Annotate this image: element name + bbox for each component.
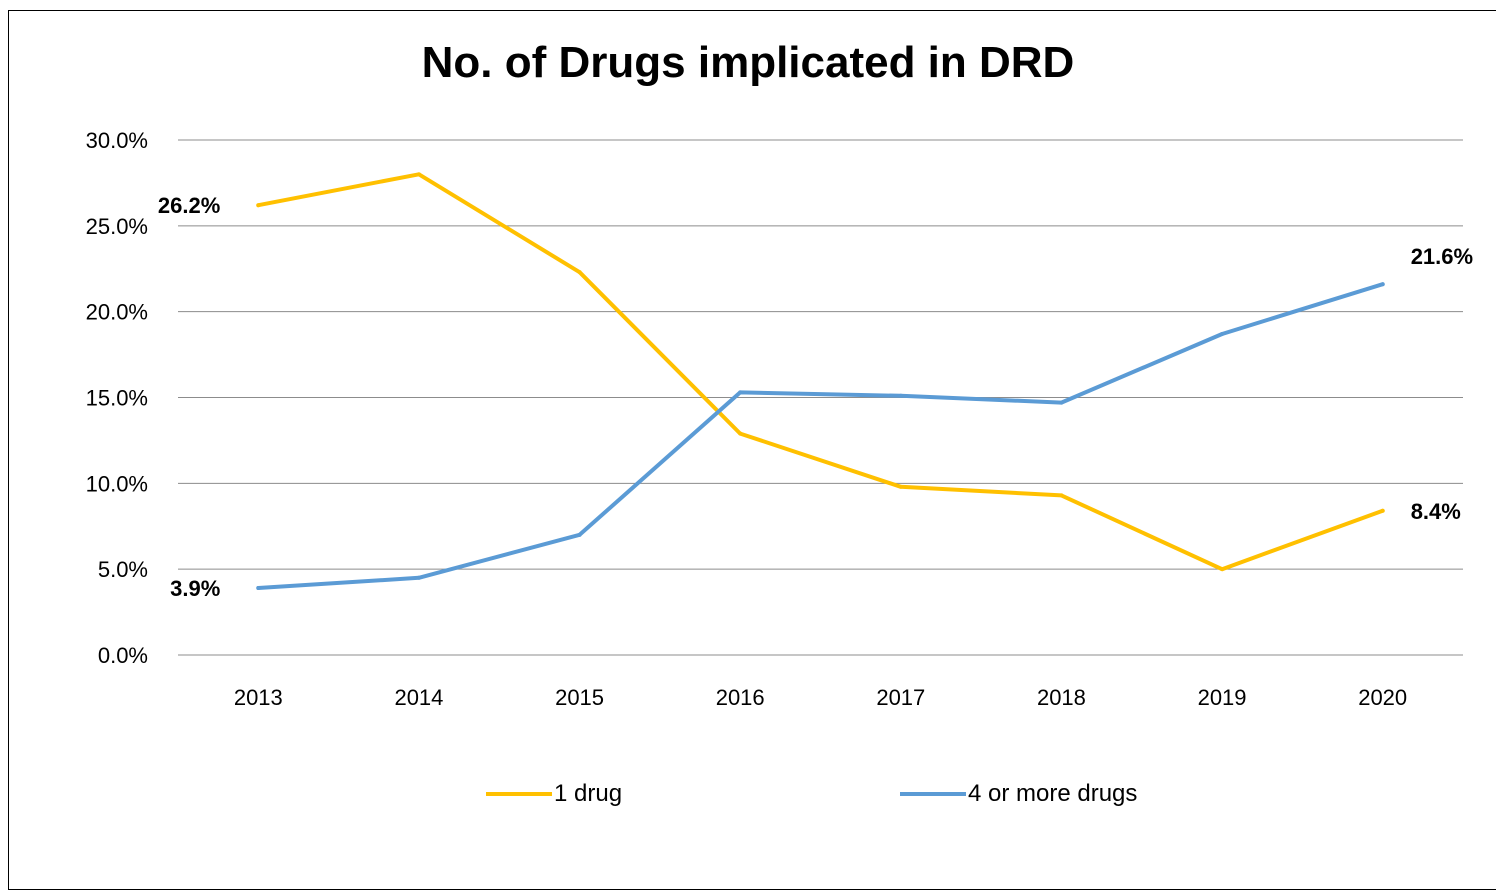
legend-label-1-drug: 1 drug	[554, 780, 623, 807]
data-point	[898, 393, 903, 398]
x-tick-label: 2020	[1358, 685, 1407, 710]
data-label: 8.4%	[1411, 499, 1461, 524]
data-point	[256, 203, 261, 208]
y-tick-label: 5.0%	[98, 557, 148, 582]
data-point	[577, 270, 582, 275]
data-point	[416, 172, 421, 177]
data-point	[1220, 331, 1225, 336]
x-tick-label: 2015	[555, 685, 604, 710]
legend-swatch-4-or-more-drugs	[900, 792, 966, 796]
x-tick-label: 2017	[876, 685, 925, 710]
data-point	[1380, 282, 1385, 287]
legend: 1 drug 4 or more drugs	[0, 780, 1496, 810]
y-tick-label: 20.0%	[86, 300, 148, 325]
data-point	[416, 575, 421, 580]
data-label: 3.9%	[170, 576, 220, 601]
y-tick-label: 30.0%	[86, 128, 148, 153]
data-point	[256, 586, 261, 591]
data-point	[1059, 493, 1064, 498]
series-line-4-or-more-drugs	[256, 282, 1385, 590]
y-tick-label: 10.0%	[86, 471, 148, 496]
x-tick-label: 2013	[234, 685, 283, 710]
legend-label-4-or-more-drugs: 4 or more drugs	[968, 780, 1138, 807]
data-point	[577, 532, 582, 537]
legend-swatch-1-drug	[486, 792, 552, 796]
data-point	[1059, 400, 1064, 405]
chart-title: No. of Drugs implicated in DRD	[421, 38, 1075, 87]
x-tick-label: 2014	[394, 685, 443, 710]
legend-item-1-drug: 1 drug	[486, 780, 622, 808]
chart-frame	[8, 10, 1496, 890]
x-tick-label: 2016	[716, 685, 765, 710]
x-tick-label: 2019	[1198, 685, 1247, 710]
series-line-1-drug	[256, 172, 1385, 572]
data-point	[738, 390, 743, 395]
legend-item-4-or-more-drugs: 4 or more drugs	[900, 780, 1137, 808]
y-tick-label: 25.0%	[86, 214, 148, 239]
y-tick-label: 15.0%	[86, 386, 148, 411]
y-tick-label: 0.0%	[98, 643, 148, 668]
data-point	[1380, 508, 1385, 513]
data-point	[738, 431, 743, 436]
data-point	[1220, 567, 1225, 572]
data-label: 26.2%	[158, 193, 220, 218]
data-label: 21.6%	[1411, 244, 1473, 269]
data-point	[898, 484, 903, 489]
x-tick-label: 2018	[1037, 685, 1086, 710]
